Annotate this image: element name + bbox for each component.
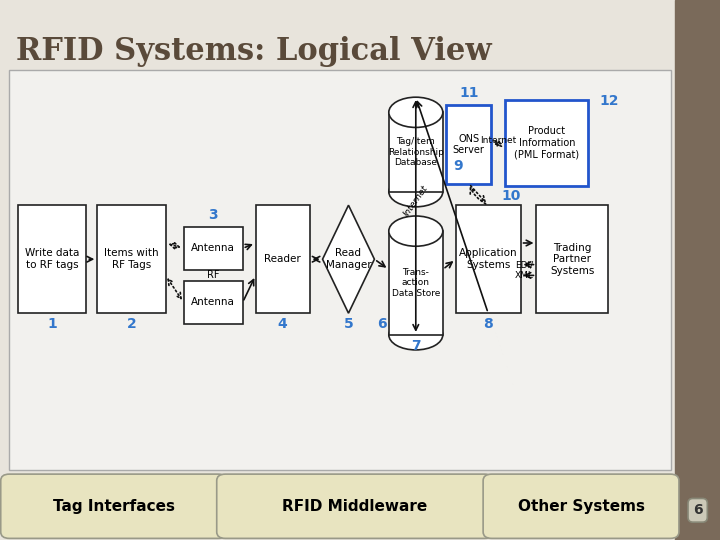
- Bar: [97, 205, 166, 313]
- Bar: [9, 70, 671, 470]
- Bar: [256, 205, 310, 313]
- Text: Tag Interfaces: Tag Interfaces: [53, 499, 175, 514]
- Bar: [18, 205, 86, 313]
- Text: EDI/
XML: EDI/ XML: [515, 260, 534, 280]
- Text: 7: 7: [411, 339, 420, 353]
- FancyBboxPatch shape: [1, 474, 227, 538]
- Text: 12: 12: [599, 94, 618, 109]
- FancyBboxPatch shape: [217, 474, 493, 538]
- Text: Antenna: Antenna: [192, 298, 235, 307]
- Text: 9: 9: [454, 159, 463, 173]
- Text: Trans-
action
Data Store: Trans- action Data Store: [392, 268, 440, 298]
- Text: Write data
to RF tags: Write data to RF tags: [25, 248, 79, 270]
- Text: RFID Systems: Logical View: RFID Systems: Logical View: [16, 36, 492, 67]
- Bar: [456, 205, 521, 313]
- Text: 2: 2: [127, 318, 136, 332]
- Text: Antenna: Antenna: [192, 244, 235, 253]
- FancyBboxPatch shape: [483, 474, 679, 538]
- Text: 8: 8: [483, 318, 493, 332]
- Text: Tag/Item
Relationship
Database: Tag/Item Relationship Database: [388, 137, 444, 167]
- Bar: [184, 227, 243, 270]
- Text: Product
Information
(PML Format): Product Information (PML Format): [514, 126, 580, 160]
- Text: Reader: Reader: [264, 254, 301, 264]
- Text: Internet: Internet: [402, 184, 430, 218]
- Ellipse shape: [389, 97, 443, 127]
- Ellipse shape: [389, 320, 443, 350]
- Text: 6: 6: [693, 503, 703, 517]
- Ellipse shape: [389, 216, 443, 246]
- Bar: [389, 112, 443, 192]
- Text: 3: 3: [208, 208, 218, 222]
- Bar: [675, 0, 720, 540]
- Text: 11: 11: [459, 86, 479, 100]
- Bar: [446, 105, 491, 184]
- Text: RFID Middleware: RFID Middleware: [282, 499, 428, 514]
- Text: 10: 10: [502, 189, 521, 203]
- Text: Other Systems: Other Systems: [518, 499, 644, 514]
- Bar: [536, 205, 608, 313]
- Text: Application
Systems: Application Systems: [459, 248, 518, 270]
- Text: 4: 4: [278, 318, 287, 332]
- Text: Read
Manager: Read Manager: [325, 248, 372, 270]
- Polygon shape: [323, 205, 374, 313]
- Text: ONS
Server: ONS Server: [453, 133, 485, 156]
- Text: Items with
RF Tags: Items with RF Tags: [104, 248, 158, 270]
- Ellipse shape: [389, 177, 443, 207]
- Text: 5: 5: [343, 318, 354, 332]
- Bar: [505, 100, 588, 186]
- Bar: [389, 231, 443, 335]
- Text: Trading
Partner
Systems: Trading Partner Systems: [550, 242, 595, 276]
- Bar: [184, 281, 243, 324]
- Text: 6: 6: [377, 318, 387, 332]
- Text: Internet: Internet: [480, 136, 516, 145]
- Text: RF: RF: [207, 271, 220, 280]
- Text: 1: 1: [48, 318, 57, 332]
